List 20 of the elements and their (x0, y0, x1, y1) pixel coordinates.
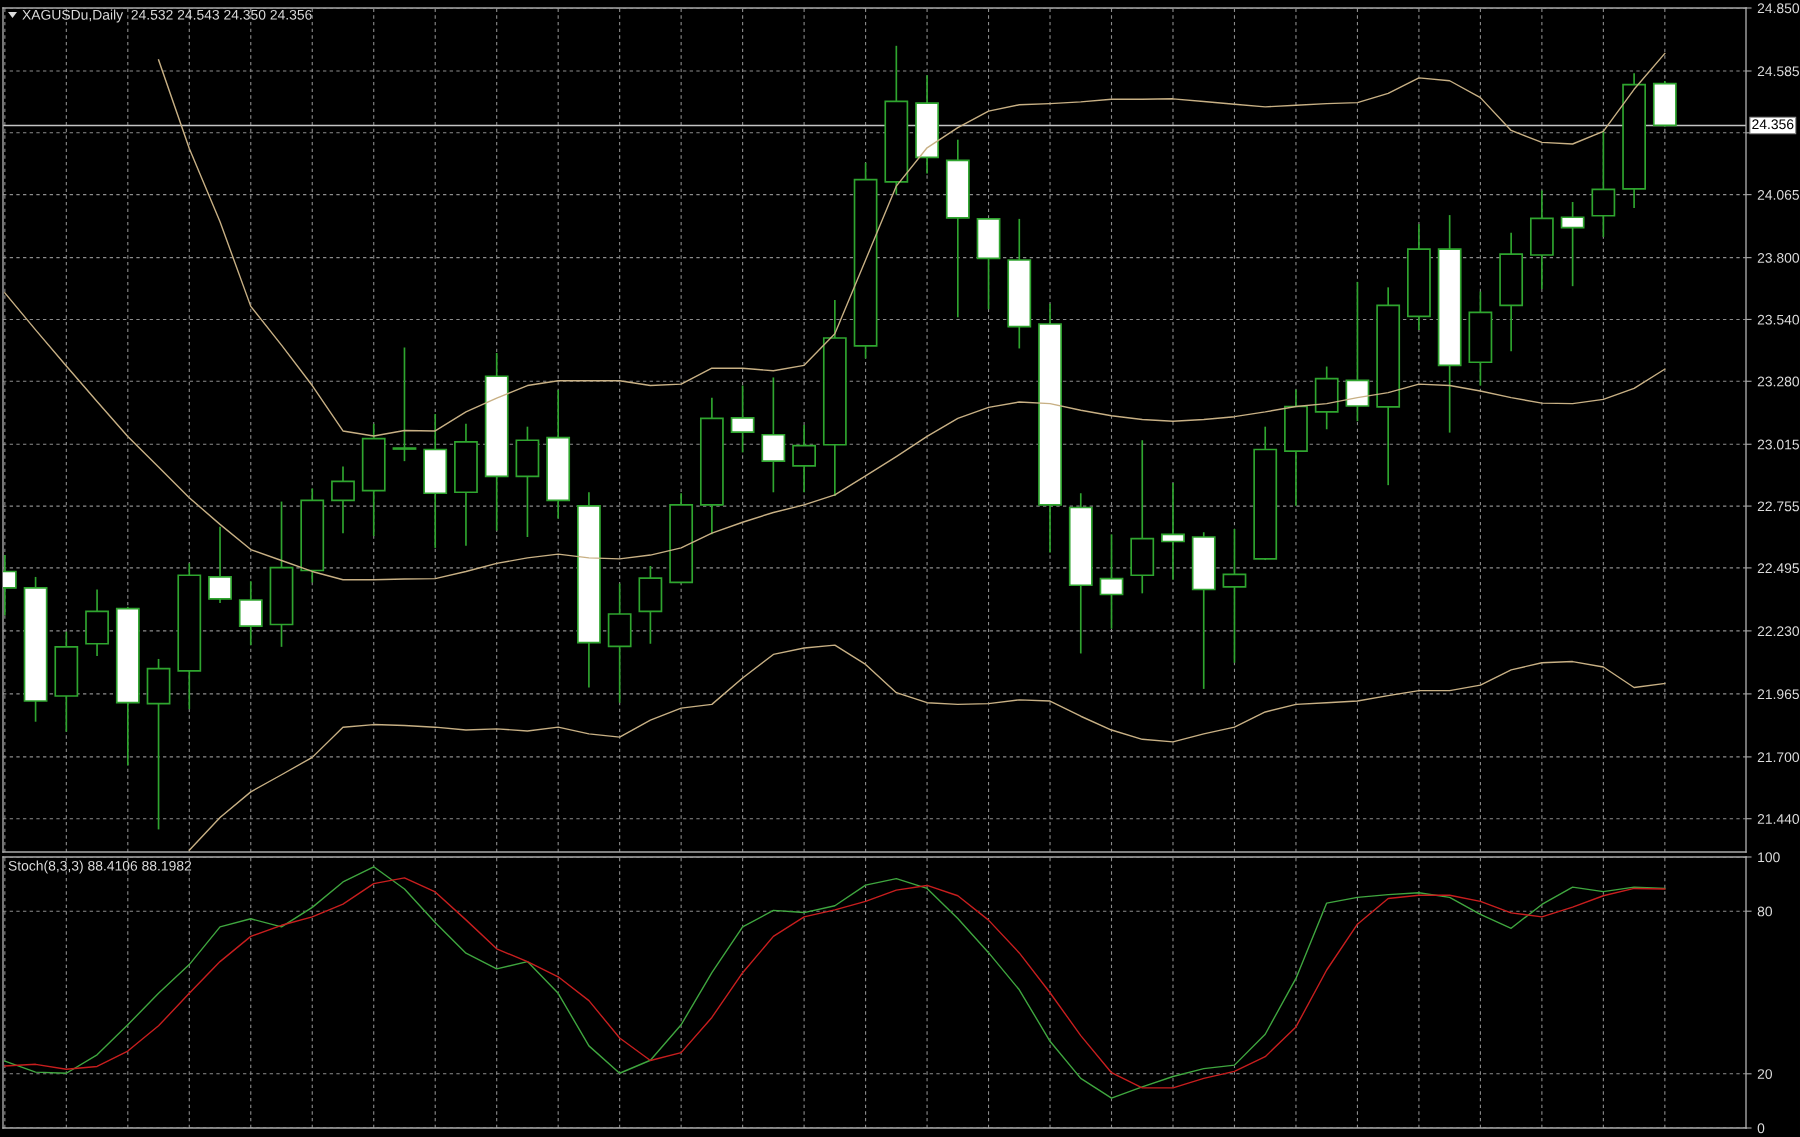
y-tick-label: 22.495 (1757, 563, 1800, 574)
y-tick-label: 100 (1758, 852, 1780, 863)
ref-line-label: 24.356 (1752, 119, 1794, 130)
y-tick-label: 80 (1757, 906, 1773, 917)
y-tick-label: 23.280 (1757, 376, 1800, 387)
y-tick-label: 21.965 (1757, 689, 1800, 700)
y-tick-label: 23.800 (1757, 252, 1800, 263)
y-tick-label: 0 (1757, 1123, 1765, 1134)
y-tick-label: 23.015 (1757, 439, 1800, 450)
y-tick-label: 21.700 (1757, 752, 1800, 763)
y-tick-label: 24.850 (1757, 3, 1800, 14)
chart-title: Stoch(8,3,3) 88.4106 88.1982 (8, 860, 192, 874)
y-tick-label: 22.230 (1757, 626, 1800, 637)
y-tick-label: 24.585 (1757, 66, 1800, 77)
y-tick-label: 24.065 (1757, 189, 1800, 200)
chart-title: XAGUSDu,Daily 24.532 24.543 24.350 24.356 (22, 9, 312, 23)
y-tick-label: 22.755 (1757, 501, 1800, 512)
y-tick-label: 23.540 (1757, 314, 1800, 325)
y-tick-label: 21.440 (1757, 814, 1800, 824)
y-tick-label: 20 (1757, 1069, 1773, 1079)
